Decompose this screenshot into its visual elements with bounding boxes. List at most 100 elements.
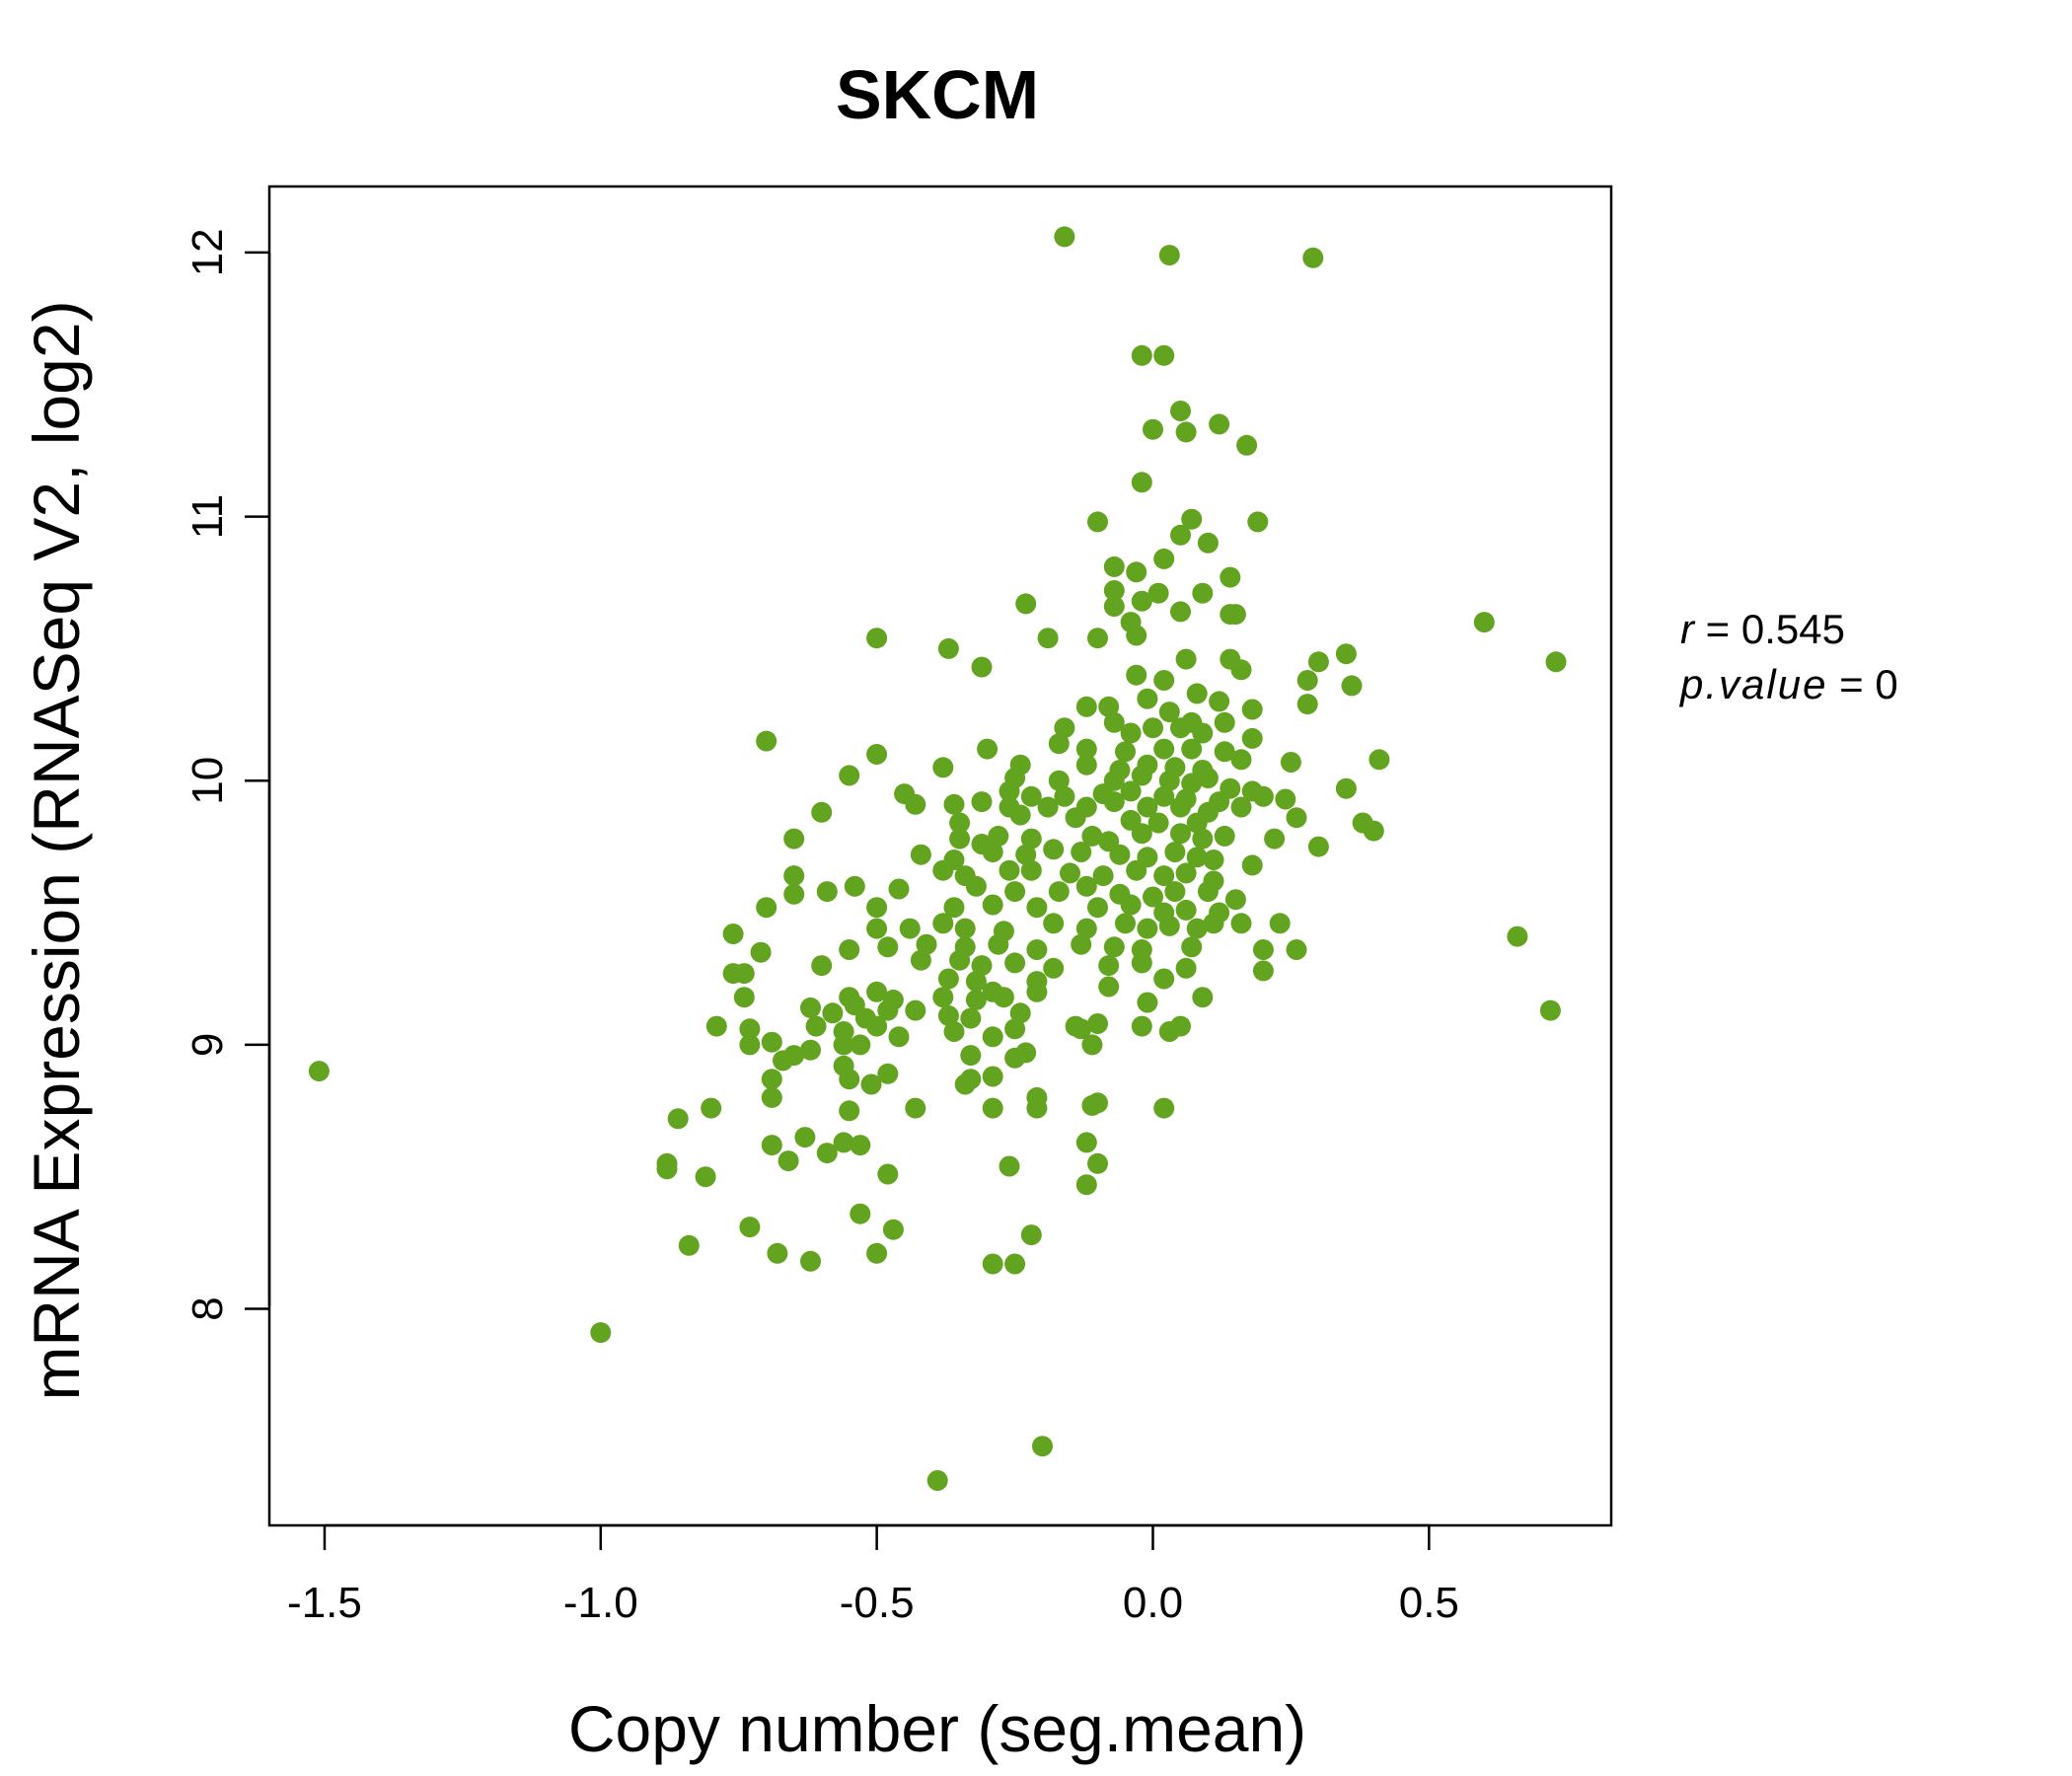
data-point <box>965 875 987 897</box>
data-point <box>1186 683 1208 704</box>
data-point <box>1015 844 1037 865</box>
data-point <box>1341 675 1363 697</box>
data-point <box>1197 768 1219 788</box>
data-point <box>1153 1097 1175 1119</box>
data-point <box>1037 628 1059 649</box>
data-point <box>1241 699 1263 720</box>
data-point <box>1153 670 1175 691</box>
data-point <box>1075 875 1097 897</box>
data-point <box>949 828 971 850</box>
data-point <box>1153 968 1175 990</box>
y-tick-label: 9 <box>184 1033 232 1057</box>
data-point <box>1153 865 1175 887</box>
data-point <box>805 1015 827 1037</box>
data-point <box>882 1219 904 1240</box>
data-point <box>1170 524 1191 546</box>
data-point <box>1032 1436 1053 1457</box>
data-point <box>783 828 805 850</box>
data-point <box>1131 765 1152 786</box>
data-point <box>1048 881 1070 903</box>
data-point <box>1230 913 1252 934</box>
data-point <box>1120 780 1142 802</box>
data-point <box>999 780 1020 802</box>
r-equals: = <box>1694 606 1741 652</box>
data-point <box>1153 548 1175 569</box>
data-point <box>1115 741 1136 763</box>
data-point <box>308 1061 330 1082</box>
data-point <box>1009 804 1031 826</box>
data-point <box>1209 691 1230 712</box>
data-point <box>993 987 1014 1008</box>
data-point <box>910 844 931 865</box>
data-point <box>905 999 926 1021</box>
data-point <box>1103 555 1125 577</box>
data-point <box>1137 796 1158 818</box>
data-point <box>965 989 987 1010</box>
data-point <box>1137 918 1158 939</box>
data-point <box>971 791 993 813</box>
data-point <box>943 897 965 919</box>
data-point <box>1230 749 1252 771</box>
data-point <box>1241 727 1263 749</box>
data-point <box>1103 791 1125 813</box>
data-point <box>773 1050 793 1072</box>
data-point <box>839 765 860 786</box>
data-point <box>1126 561 1147 583</box>
data-point <box>1131 1015 1152 1037</box>
data-point <box>899 918 921 939</box>
data-point <box>1131 472 1152 493</box>
data-point <box>1004 1018 1026 1040</box>
data-point <box>877 1063 899 1084</box>
data-point <box>960 1045 982 1067</box>
data-point <box>1539 999 1561 1021</box>
data-point <box>1143 886 1163 908</box>
data-point <box>850 1135 871 1156</box>
data-point <box>783 883 805 905</box>
data-point <box>777 1150 799 1172</box>
data-point <box>1020 828 1042 850</box>
x-tick-label: 0.5 <box>1399 1579 1459 1627</box>
data-point <box>932 987 954 1008</box>
data-point <box>1004 952 1026 974</box>
data-point <box>866 1242 888 1264</box>
p-value: 0 <box>1875 661 1897 707</box>
data-point <box>937 968 959 990</box>
data-point <box>761 1069 782 1090</box>
data-point <box>1192 987 1214 1008</box>
data-point <box>1186 918 1208 939</box>
data-point <box>943 1021 965 1042</box>
data-point <box>1286 939 1307 960</box>
data-point <box>1048 770 1070 791</box>
data-point <box>1335 777 1357 799</box>
p-label: p.value <box>1678 661 1827 707</box>
data-point <box>1037 796 1059 818</box>
data-point <box>695 1166 716 1188</box>
data-point <box>678 1234 700 1256</box>
data-point <box>1153 344 1175 366</box>
data-point <box>1103 596 1125 618</box>
data-point <box>888 1026 910 1048</box>
data-point <box>982 1253 1003 1275</box>
data-point <box>1131 823 1152 845</box>
data-point <box>1158 915 1180 936</box>
data-point <box>1109 844 1131 865</box>
x-tick-label: -1.0 <box>563 1579 638 1627</box>
data-point <box>1054 785 1075 807</box>
y-tick-label: 8 <box>184 1296 232 1320</box>
data-point <box>1280 752 1301 773</box>
data-point <box>733 963 755 985</box>
data-point <box>1252 939 1274 960</box>
data-point <box>1009 1002 1031 1024</box>
data-point <box>1120 894 1142 916</box>
data-point <box>1214 711 1235 733</box>
data-point <box>1507 925 1528 947</box>
data-point <box>1043 957 1065 979</box>
data-point <box>1158 245 1180 266</box>
data-point <box>1302 247 1324 268</box>
r-value: 0.545 <box>1741 606 1845 652</box>
r-stat-line: r = 0.545 <box>1680 606 1845 652</box>
data-point <box>1307 836 1329 857</box>
data-point <box>822 1002 844 1024</box>
data-point <box>1087 1092 1108 1114</box>
